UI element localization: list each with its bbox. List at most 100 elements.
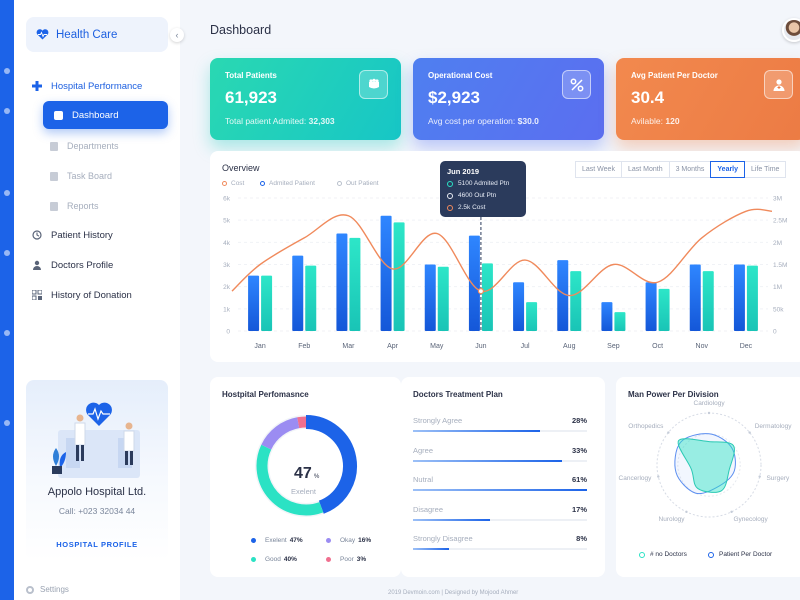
sidebar-item-hospital-performance[interactable]: Hospital Performance: [32, 76, 142, 96]
performance-label: Exelent: [291, 487, 317, 496]
tab-3-months[interactable]: 3 Months: [668, 161, 712, 178]
teal-dot-icon: [447, 180, 453, 187]
x-tick-label: Oct: [652, 343, 663, 350]
radar-axis-dot: [667, 431, 670, 434]
hospital-performance-panel: Hostpital Perfomasnce 47 % Exelent Exele…: [210, 377, 401, 577]
rail-dot[interactable]: [4, 68, 10, 74]
sidebar-item-label: Dashboard: [72, 109, 119, 121]
bar-admited: [733, 264, 745, 331]
x-tick-label: Nov: [696, 343, 709, 350]
collapse-chevron-icon[interactable]: ‹: [170, 28, 184, 42]
sidebar-item-patient-history[interactable]: Patient History: [32, 225, 113, 245]
legend-poor: Poor 3%: [326, 556, 366, 563]
treatment-track: [413, 548, 587, 550]
radar-doctors: [677, 438, 735, 493]
treatment-label: Nutral: [413, 475, 434, 484]
legend-patient-per-doctor: Patient Per Doctor: [708, 551, 772, 558]
radar-axis-label: Nurology: [658, 515, 685, 523]
x-tick-label: Feb: [298, 343, 310, 350]
stat-card-avg-patient-per-doctor[interactable]: Avg Patient Per Doctor 30.4 Avilable: 12…: [616, 58, 800, 140]
history-icon: [32, 230, 42, 240]
avatar[interactable]: [782, 18, 800, 42]
bar-admited: [380, 215, 392, 331]
manpower-radar[interactable]: [616, 377, 800, 577]
y-tick-left: 2k: [223, 284, 231, 291]
stat-label: Avg Patient Per Doctor: [631, 71, 718, 80]
stat-sub: Total patient Admited: 32,303: [225, 116, 335, 126]
radar-axis-label: Cancerlogy: [618, 474, 652, 482]
y-tick-left: 5k: [223, 218, 231, 225]
panel-title: Man Power Per Division: [628, 390, 719, 399]
stat-label: Total Patients: [225, 71, 277, 80]
stat-sub: Avilable: 120: [631, 116, 680, 126]
y-tick-right: 1M: [773, 284, 782, 291]
radar-axis-label: Surgery: [766, 474, 790, 482]
y-tick-right: 50k: [773, 306, 784, 313]
radar-axis-label: Orthopedics: [628, 422, 664, 430]
settings-label: Settings: [40, 585, 69, 594]
dashboard-icon: [54, 110, 63, 120]
sidebar-item-task-board[interactable]: Task Board: [50, 168, 112, 184]
tab-last-week[interactable]: Last Week: [575, 161, 622, 178]
x-tick-label: Apr: [387, 343, 399, 350]
time-range-tabs: Last Week Last Month 3 Months Yearly Lif…: [575, 161, 787, 178]
sidebar-item-history-of-donation[interactable]: History of Donation: [32, 285, 132, 305]
percent-icon: [562, 70, 591, 99]
radar-axis-dot: [707, 411, 711, 415]
performance-ring[interactable]: [210, 377, 401, 577]
tab-last-month[interactable]: Last Month: [620, 161, 670, 178]
rail-dot[interactable]: [4, 330, 10, 336]
rail-dot[interactable]: [4, 108, 10, 114]
sidebar-item-label: Hospital Performance: [51, 80, 143, 92]
rail-dot[interactable]: [4, 420, 10, 426]
rail-dot[interactable]: [4, 190, 10, 196]
legend-value: 47%: [289, 537, 303, 544]
bar-admited: [248, 275, 260, 331]
settings-link[interactable]: Settings: [26, 585, 69, 594]
panel-title: Hostpital Perfomasnce: [222, 390, 309, 399]
legend-label: # no Doctors: [650, 551, 687, 558]
tooltip-row: 2.5k Cost: [447, 204, 485, 211]
treatment-plan-panel: Doctors Treatment Plan Strongly Agree 28%…: [401, 377, 605, 577]
y-tick-right: 0: [773, 329, 777, 336]
tooltip-row: 4600 Out Ptn: [447, 192, 496, 199]
sidebar-item-reports[interactable]: Reports: [50, 198, 99, 214]
out-dot-icon: [337, 181, 342, 186]
hospital-phone: Call: +023 32034 44: [58, 506, 136, 516]
legend-value: 16%: [358, 537, 372, 544]
tooltip-text: 4600 Out Ptn: [458, 192, 497, 199]
white-dot-icon: [447, 192, 453, 199]
hospital-profile-link[interactable]: HOSPITAL PROFILE: [56, 540, 138, 549]
legend-okay: Okay 16%: [326, 537, 371, 544]
grid-icon: [32, 290, 42, 300]
sidebar-item-doctors-profile[interactable]: Doctors Profile: [32, 255, 113, 275]
bar-admited: [645, 282, 657, 331]
radar-axis-label: Cardiology: [693, 400, 725, 407]
sidebar-item-departments[interactable]: Departments: [50, 138, 119, 154]
legend-label: Cost: [231, 180, 245, 187]
rail-dot[interactable]: [4, 250, 10, 256]
ring-segment: [305, 415, 357, 514]
radar-grid: [677, 433, 741, 497]
doctors-dot-icon: [639, 551, 645, 558]
treatment-track: [413, 459, 587, 462]
treatment-percent: 17%: [571, 504, 587, 514]
stat-card-total-patients[interactable]: Total Patients 61,923 Total patient Admi…: [210, 58, 401, 140]
stat-sub-value: 32,303: [308, 116, 335, 126]
tab-yearly[interactable]: Yearly: [710, 161, 746, 178]
cost-point: [477, 288, 485, 295]
treatment-track: [413, 430, 587, 432]
sidebar-item-dashboard[interactable]: Dashboard: [43, 101, 168, 129]
exelent-dot-icon: [251, 538, 256, 543]
bar-admited: [292, 255, 304, 331]
legend-label: Good: [265, 556, 281, 563]
bar-out: [570, 271, 582, 331]
stat-label: Operational Cost: [428, 71, 493, 80]
treatment-percent: 61%: [571, 475, 587, 484]
treatment-percent: 28%: [571, 416, 587, 425]
stat-card-operational-cost[interactable]: Operational Cost $2,923 Avg cost per ope…: [413, 58, 604, 140]
brand[interactable]: Health Care: [26, 17, 168, 52]
tab-life-time[interactable]: Life Time: [744, 161, 787, 178]
bar-out: [658, 288, 670, 331]
sidebar: Health Care ‹ Hospital Performance Dashb…: [14, 0, 184, 600]
